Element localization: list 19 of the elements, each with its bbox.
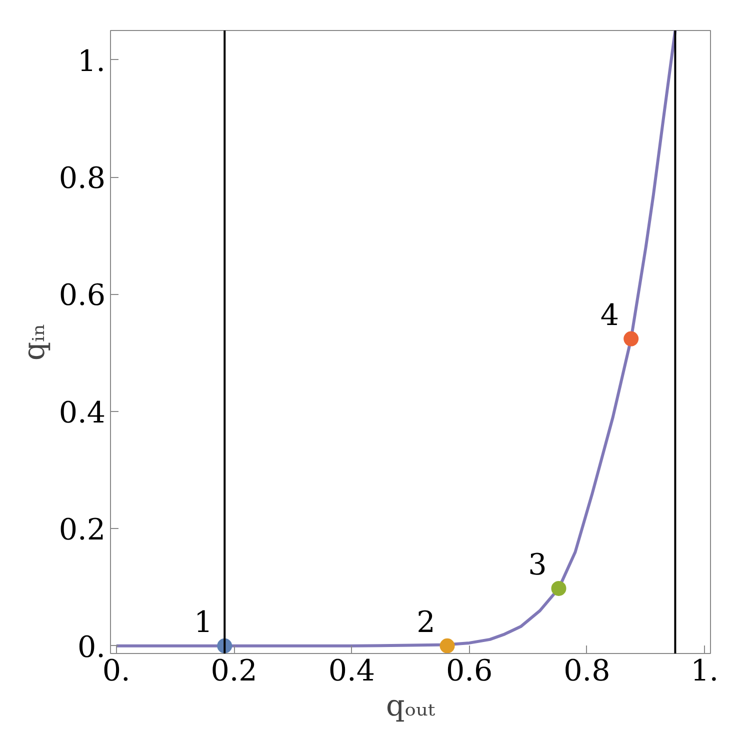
annotation: 3 xyxy=(528,547,547,582)
x-tick-label: 0.2 xyxy=(210,654,258,688)
y-tick-label: 0.4 xyxy=(58,395,106,430)
y-axis-title: qᵢₙ xyxy=(16,323,51,361)
x-axis-title: qₒᵤₜ xyxy=(386,688,436,722)
y-tick-label: 1. xyxy=(78,44,106,78)
point xyxy=(551,580,566,596)
x-tick-label: 0.4 xyxy=(328,654,376,688)
x-tick-label: 0.8 xyxy=(564,654,610,688)
x-tick-label: 0.6 xyxy=(446,654,493,688)
y-tick-label: 0.8 xyxy=(58,161,106,196)
annotation: 4 xyxy=(600,298,620,332)
y-tick-label: 0.6 xyxy=(58,278,106,312)
point xyxy=(440,638,455,654)
annotation: 1 xyxy=(194,604,213,639)
x-tick-label: 1. xyxy=(690,654,719,688)
point xyxy=(624,331,639,346)
annotation: 2 xyxy=(416,604,436,639)
y-tick-label: 0.2 xyxy=(58,512,106,547)
